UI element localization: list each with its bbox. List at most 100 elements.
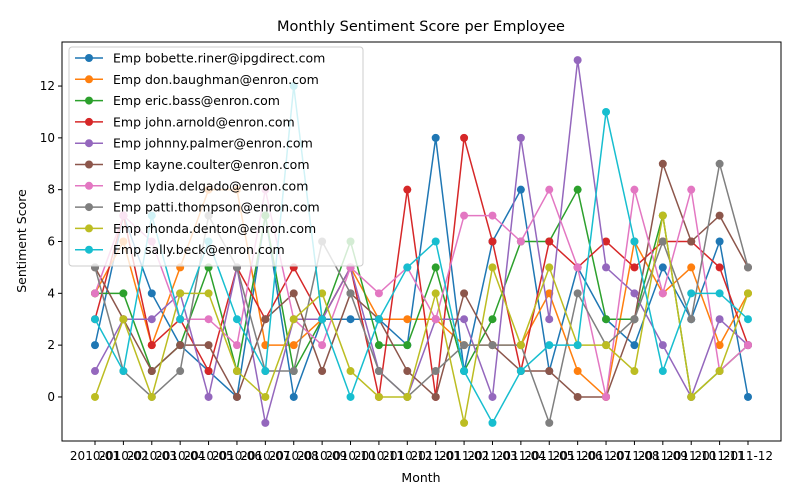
data-point	[744, 341, 752, 350]
data-point	[431, 367, 440, 376]
x-tick-label: 2011-05	[524, 449, 574, 463]
legend-marker	[85, 75, 93, 84]
data-point	[630, 367, 639, 376]
data-point	[573, 263, 582, 272]
data-point	[715, 315, 724, 324]
data-point	[545, 263, 554, 272]
data-point	[573, 341, 582, 350]
data-point	[119, 289, 128, 298]
legend-item: Emp john.arnold@enron.com	[75, 114, 295, 129]
data-point	[374, 289, 383, 298]
data-point	[261, 418, 270, 427]
data-point	[232, 392, 241, 401]
legend-label: Emp don.baughman@enron.com	[113, 72, 319, 87]
data-point	[573, 367, 582, 376]
data-point	[119, 367, 128, 376]
x-tick-label: 2010-08	[269, 449, 319, 463]
data-point	[602, 341, 611, 350]
data-point	[374, 392, 383, 401]
legend-marker	[85, 181, 93, 190]
y-axis-label: Sentiment Score	[14, 189, 29, 293]
legend-item: Emp eric.bass@enron.com	[75, 93, 280, 108]
legend-item: Emp kayne.coulter@enron.com	[75, 157, 310, 172]
y-tick-label: 0	[47, 390, 55, 404]
y-tick-label: 6	[47, 235, 55, 249]
data-point	[204, 289, 213, 298]
x-tick-label: 2010-06	[212, 449, 262, 463]
legend-item: Emp rhonda.denton@enron.com	[75, 221, 316, 236]
data-point	[403, 367, 412, 376]
data-point	[516, 185, 525, 194]
data-point	[573, 185, 582, 194]
x-tick-label: 2011-10	[666, 449, 716, 463]
x-tick-label: 2010-09	[297, 449, 347, 463]
data-point	[545, 185, 554, 194]
legend-label: Emp eric.bass@enron.com	[113, 93, 280, 108]
chart-title: Monthly Sentiment Score per Employee	[277, 19, 565, 35]
x-tick-label: 2011-09	[638, 449, 688, 463]
legend-label: Emp sally.beck@enron.com	[113, 242, 285, 257]
series-line	[94, 215, 749, 424]
x-tick-label: 2010-02	[98, 449, 148, 463]
data-point	[403, 185, 412, 194]
x-axis: 2010-012010-022010-032010-042010-052010-…	[70, 441, 773, 463]
data-point	[744, 392, 752, 401]
y-axis: 0 2 4 6 8 10 12	[40, 79, 62, 404]
data-point	[176, 341, 185, 350]
data-point	[261, 315, 270, 324]
x-tick-label: 2011-08	[609, 449, 659, 463]
x-tick-label: 2011-12	[723, 449, 773, 463]
data-point	[318, 315, 327, 324]
data-point	[232, 341, 241, 350]
data-point	[91, 315, 99, 324]
data-point	[431, 315, 440, 324]
data-point	[403, 263, 412, 272]
data-point	[687, 315, 696, 324]
data-point	[687, 289, 696, 298]
data-point	[91, 289, 99, 298]
series	[91, 211, 752, 427]
data-point	[460, 315, 469, 324]
data-point	[744, 289, 752, 298]
legend-marker	[85, 203, 93, 212]
x-tick-label: 2010-11	[354, 449, 404, 463]
data-point	[204, 367, 213, 376]
data-point	[602, 392, 611, 401]
legend-item: Emp johnny.palmer@enron.com	[75, 136, 313, 151]
data-point	[318, 289, 327, 298]
data-point	[403, 341, 412, 350]
data-point	[147, 315, 156, 324]
data-point	[658, 263, 667, 272]
x-tick-label: 2010-05	[183, 449, 233, 463]
data-point	[431, 392, 440, 401]
data-point	[630, 315, 639, 324]
data-point	[374, 341, 383, 350]
data-point	[289, 392, 298, 401]
data-point	[232, 367, 241, 376]
data-point	[573, 56, 582, 65]
data-point	[658, 237, 667, 246]
series-line	[94, 137, 749, 400]
x-tick-label: 2010-01	[70, 449, 120, 463]
legend-item: Emp sally.beck@enron.com	[75, 242, 285, 257]
data-point	[460, 211, 469, 220]
data-point	[488, 211, 497, 220]
data-point	[403, 392, 412, 401]
data-point	[91, 341, 99, 350]
x-tick-label: 2011-01	[411, 449, 461, 463]
data-point	[488, 263, 497, 272]
data-point	[602, 237, 611, 246]
data-point	[431, 289, 440, 298]
data-point	[289, 367, 298, 376]
data-point	[516, 133, 525, 142]
y-tick-label: 10	[40, 131, 55, 145]
data-point	[119, 315, 128, 324]
data-point	[460, 133, 469, 142]
data-point	[431, 133, 440, 142]
data-point	[630, 237, 639, 246]
legend-item: Emp patti.thompson@enron.com	[75, 200, 320, 215]
y-tick-label: 4	[47, 286, 55, 300]
data-point	[516, 367, 525, 376]
data-point	[289, 341, 298, 350]
